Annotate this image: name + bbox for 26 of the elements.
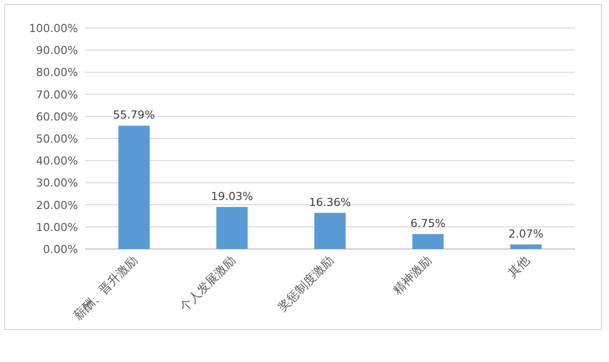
y-tick-label: 10.00% bbox=[36, 220, 78, 234]
y-tick-label: 80.00% bbox=[36, 66, 78, 80]
y-tick-label: 30.00% bbox=[36, 176, 78, 190]
x-tick-label: 精神激励 bbox=[390, 253, 434, 298]
y-tick-label: 50.00% bbox=[36, 132, 78, 146]
y-tick-label: 40.00% bbox=[36, 154, 78, 168]
bar bbox=[216, 206, 248, 249]
data-label: 19.03% bbox=[211, 190, 253, 203]
y-tick-label: 60.00% bbox=[36, 110, 78, 124]
x-tick-label: 薪酬、晋升激励 bbox=[70, 253, 140, 323]
y-tick-label: 90.00% bbox=[36, 44, 78, 58]
data-label: 2.07% bbox=[508, 227, 544, 240]
x-tick-label: 奖惩制度激励 bbox=[275, 253, 336, 314]
bar bbox=[510, 244, 542, 249]
y-tick-label: 100.00% bbox=[29, 22, 78, 35]
y-tick-label: 20.00% bbox=[36, 198, 78, 212]
data-label: 16.36% bbox=[309, 196, 351, 209]
bar bbox=[118, 126, 150, 249]
y-tick-label: 0.00% bbox=[43, 243, 78, 256]
data-label: 55.79% bbox=[113, 108, 155, 122]
bar bbox=[412, 234, 444, 249]
y-tick-label: 70.00% bbox=[36, 88, 78, 102]
x-tick-label: 其他 bbox=[505, 253, 532, 280]
bar bbox=[314, 212, 346, 249]
x-tick-label: 个人发展激励 bbox=[177, 253, 238, 314]
data-label: 6.75% bbox=[410, 217, 446, 230]
